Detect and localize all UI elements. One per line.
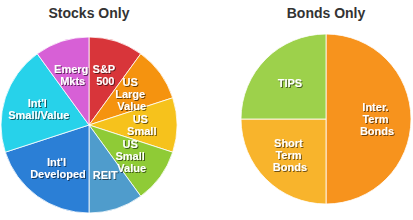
- slices: [241, 34, 411, 204]
- chart-title: Bonds Only: [287, 5, 366, 21]
- slice-label: Int'l Developed: [30, 156, 86, 180]
- slices: [1, 37, 177, 213]
- pie-slice: [241, 34, 326, 119]
- slice-label: Inter. Term Bonds: [360, 101, 394, 137]
- slice-labels: Inter. Term Bonds Short Term Bonds TIPS: [273, 77, 394, 173]
- pie-chart: S&P 500US Large ValueUS SmallUS Small Va…: [1, 37, 177, 213]
- slice-label: Short Term Bonds: [273, 137, 307, 173]
- slice-label: TIPS: [278, 77, 302, 89]
- pie-slice: [326, 34, 411, 204]
- slice-label: US Small: [127, 113, 156, 137]
- slice-label: US Large Value: [115, 76, 148, 112]
- slice-label: US Small Value: [116, 138, 148, 174]
- slice-label: S&P 500: [93, 63, 118, 87]
- pie-slice: [241, 119, 326, 204]
- slice-label: Emerg Mkts: [54, 63, 91, 87]
- chart-title: Stocks Only: [49, 5, 130, 21]
- slice-label: REIT: [93, 169, 118, 181]
- slice-labels: S&P 500US Large ValueUS SmallUS Small Va…: [8, 63, 156, 181]
- pie-chart: Inter. Term Bonds Short Term Bonds TIPS: [241, 34, 411, 204]
- chart-canvas: S&P 500US Large ValueUS SmallUS Small Va…: [0, 0, 413, 220]
- slice-label: Int'l Small/Value: [8, 97, 69, 121]
